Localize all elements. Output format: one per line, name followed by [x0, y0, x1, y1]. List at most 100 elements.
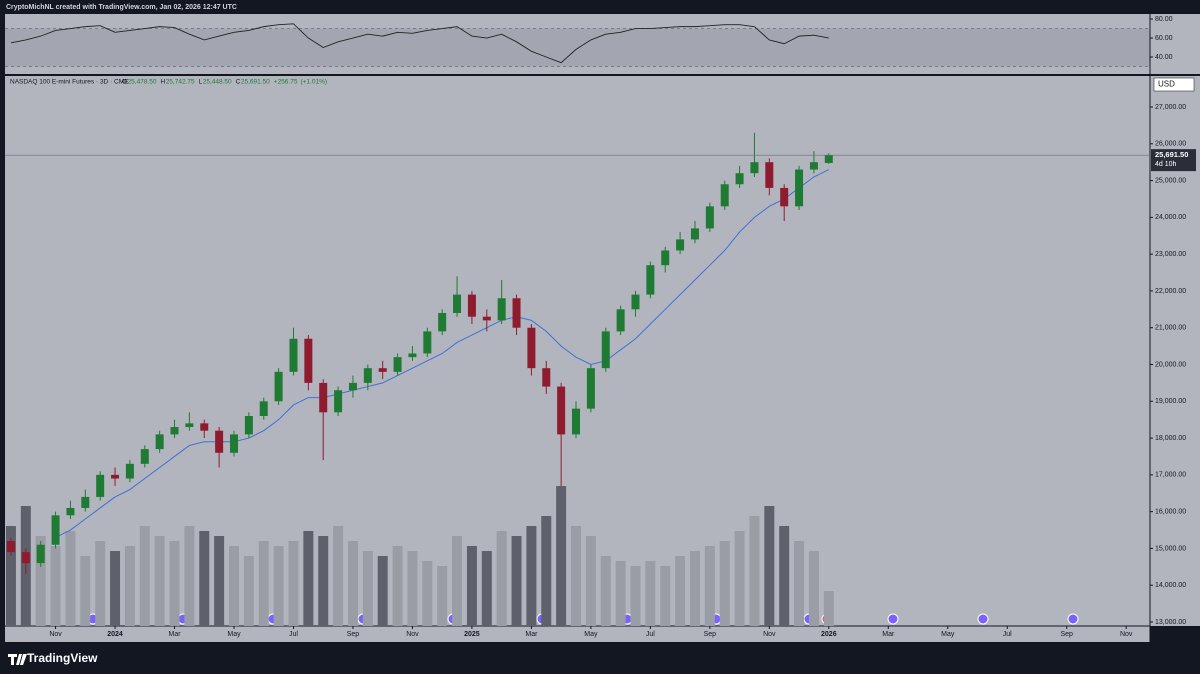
- candle-body: [155, 434, 164, 450]
- volume-bar: [214, 536, 225, 626]
- volume-bar: [541, 516, 552, 626]
- volume-bar: [362, 551, 373, 626]
- moving-average: [55, 169, 830, 538]
- event-marker[interactable]: [1067, 613, 1079, 625]
- volume-bar: [496, 531, 507, 626]
- x-tick-label: Nov: [49, 631, 62, 638]
- volume-bar: [466, 546, 477, 626]
- candle-body: [96, 474, 105, 497]
- x-tick-label: Sep: [1060, 631, 1073, 638]
- candle-body: [601, 331, 610, 369]
- volume-bar: [258, 541, 269, 626]
- volume-bar: [571, 526, 582, 626]
- volume-bar: [392, 546, 403, 626]
- y-tick-label: 22,000.00: [1155, 288, 1186, 295]
- candle-body: [393, 357, 402, 372]
- candle-body: [125, 463, 134, 479]
- y-tick-label: 14,000.00: [1155, 582, 1186, 589]
- candle-body: [200, 423, 209, 431]
- volume-bar: [823, 591, 834, 626]
- y-tick-label: 25,000.00: [1155, 177, 1186, 184]
- volume-bar: [585, 536, 596, 626]
- candle-body: [467, 294, 476, 317]
- volume-bar: [347, 541, 358, 626]
- countdown: 4d 10h: [1155, 161, 1177, 168]
- rsi-band: [5, 28, 1150, 67]
- event-marker[interactable]: [977, 613, 989, 625]
- candle-body: [185, 423, 194, 428]
- ohlc-prefix: L: [199, 79, 203, 86]
- rsi-line: [10, 23, 829, 64]
- candle-body: [230, 434, 238, 453]
- rsi-tick-label: 60.00: [1155, 35, 1173, 42]
- x-tick-label: Sep: [704, 631, 717, 638]
- event-marker[interactable]: [887, 613, 899, 625]
- candle-body: [676, 239, 685, 251]
- x-tick-label: Mar: [168, 631, 181, 638]
- currency-box[interactable]: [1153, 77, 1195, 92]
- y-tick-label: 19,000.00: [1155, 398, 1186, 405]
- candle-body: [705, 206, 714, 229]
- price-axis: [1150, 14, 1200, 626]
- candle-body: [274, 371, 283, 402]
- candle-body: [348, 382, 357, 391]
- candle-body: [795, 169, 804, 207]
- volume-bar: [452, 536, 463, 626]
- x-tick-label: Nov: [1120, 631, 1133, 638]
- volume-bar: [660, 566, 671, 626]
- candle-body: [780, 187, 789, 207]
- candle-body: [616, 309, 625, 332]
- volume-bar: [303, 531, 314, 626]
- ohlc-prefix: C: [236, 79, 241, 86]
- volume-bar: [95, 541, 106, 626]
- x-tick-label: 2025: [464, 631, 480, 638]
- x-tick-label: Jul: [289, 631, 298, 638]
- volume-bar: [229, 546, 239, 626]
- y-tick-label: 26,000.00: [1155, 141, 1186, 148]
- volume-bar: [243, 556, 254, 626]
- candle-body: [111, 474, 120, 479]
- ohlc-prefix: H: [160, 79, 165, 86]
- y-tick-label: 23,000.00: [1155, 251, 1186, 258]
- volume-bar: [704, 546, 715, 626]
- volume-bar: [110, 551, 121, 626]
- x-tick-label: Jul: [1003, 631, 1012, 638]
- x-tick-label: Nov: [763, 631, 776, 638]
- candle-body: [527, 327, 536, 369]
- rsi-tick-label: 80.00: [1155, 16, 1173, 23]
- volume-bar: [35, 536, 46, 626]
- brand-logo: [8, 654, 27, 665]
- candle-body: [334, 390, 343, 413]
- volume-bar: [645, 561, 656, 626]
- candle-body: [36, 544, 45, 564]
- candle-body: [735, 173, 744, 185]
- ohlc-prefix: O: [122, 79, 127, 86]
- volume-bar: [333, 526, 344, 626]
- candle-body: [542, 368, 551, 387]
- candle-body: [765, 162, 774, 188]
- volume-bar: [288, 541, 299, 626]
- x-tick-label: May: [584, 631, 598, 638]
- candle-body: [259, 401, 268, 416]
- y-tick-label: 15,000.00: [1155, 545, 1186, 552]
- volume-bar: [719, 541, 730, 626]
- volume-bar: [749, 516, 760, 626]
- x-tick-label: Jul: [646, 631, 655, 638]
- candle-body: [408, 353, 417, 358]
- ohlc-value: 25,742.75: [166, 79, 195, 86]
- candle-body: [319, 382, 328, 413]
- currency[interactable]: USD: [1158, 80, 1175, 89]
- symbol-title: NASDAQ 100 E-mini Futures · 3D · CME: [10, 79, 129, 86]
- candle-body: [244, 415, 253, 435]
- ohlc-value: 25,478.50: [128, 79, 157, 86]
- volume-bar: [139, 526, 150, 626]
- candle-body: [51, 515, 60, 545]
- y-tick-label: 18,000.00: [1155, 435, 1186, 442]
- rsi-pane: [5, 14, 1150, 74]
- brand: TradingView: [8, 651, 98, 665]
- volume-bar: [50, 546, 61, 626]
- candle-body: [809, 162, 818, 170]
- rsi-tick-label: 40.00: [1155, 54, 1173, 61]
